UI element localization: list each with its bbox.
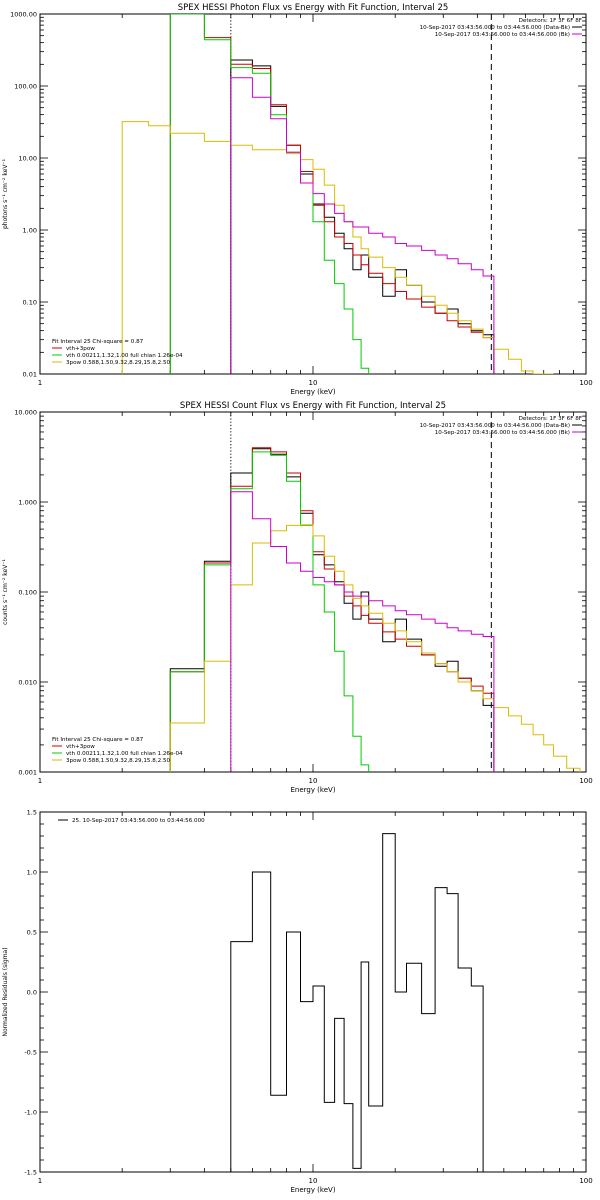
legend-label: 25. 10-Sep-2017 03:43:56.000 to 03:44:56… xyxy=(72,818,205,824)
x-tick-label: 100 xyxy=(579,379,592,387)
y-axis-label: counts s⁻¹ cm⁻² keV⁻¹ xyxy=(2,559,9,625)
legend-label: Detectors: 1F 3F 6F 8F xyxy=(519,18,582,24)
y-tick-label: 1.000 xyxy=(18,499,37,507)
series-line-4 xyxy=(230,491,495,772)
x-tick-label: 10 xyxy=(309,777,318,785)
y-tick-label: 1.5 xyxy=(27,809,37,817)
legend-label: Detectors: 1F 3F 6F 8F xyxy=(519,416,582,422)
legend-label: Fit Interval 25 Chi-square = 0.87 xyxy=(52,737,144,743)
x-axis-label: Energy (keV) xyxy=(290,388,335,396)
y-tick-label: 10.00 xyxy=(18,155,37,163)
legend-label: vth+3pow xyxy=(66,744,95,750)
series-line-0 xyxy=(169,448,495,772)
y-tick-label: 0.01 xyxy=(23,371,37,379)
y-tick-label: 0.100 xyxy=(18,589,37,597)
y-axis-label: Normalized Residuals (sigma) xyxy=(2,947,9,1036)
chart-title: SPEX HESSI Photon Flux vs Energy with Fi… xyxy=(178,3,449,13)
x-axis-label: Energy (keV) xyxy=(290,1186,335,1194)
x-tick-label: 1 xyxy=(38,1177,42,1185)
y-tick-label: 0.10 xyxy=(23,299,37,307)
series-line-2 xyxy=(169,451,370,772)
y-axis-label: photons s⁻¹ cm⁻² keV⁻¹ xyxy=(2,158,9,229)
y-tick-label: 1.00 xyxy=(23,227,37,235)
series-line-4 xyxy=(230,77,495,374)
x-tick-label: 10 xyxy=(309,379,318,387)
x-tick-label: 1 xyxy=(38,379,42,387)
y-tick-label: 0.0 xyxy=(27,989,37,997)
y-tick-label: 1000.00 xyxy=(10,11,37,19)
legend-label: vth 0.00211,1.32,1.00 full chian 1.26e-0… xyxy=(66,751,183,757)
y-tick-label: 10.000 xyxy=(14,409,37,417)
chart-panel-1: SPEX HESSI Photon Flux vs Energy with Fi… xyxy=(2,3,593,396)
series-line-1 xyxy=(169,14,495,374)
y-tick-label: -0.5 xyxy=(24,1049,37,1057)
y-tick-label: 100.00 xyxy=(14,83,37,91)
y-tick-label: 0.5 xyxy=(27,929,37,937)
y-tick-label: 0.001 xyxy=(18,769,37,777)
chart-title: SPEX HESSI Count Flux vs Energy with Fit… xyxy=(180,401,446,411)
series-line-0 xyxy=(230,833,484,1172)
chart-panel-2: SPEX HESSI Count Flux vs Energy with Fit… xyxy=(2,401,593,794)
legend-label: 10-Sep-2017 03:43:56.000 to 03:44:56.000… xyxy=(435,430,570,436)
series-group xyxy=(169,447,581,772)
legend-label: 3pow 0.588,1.50,9.32,8.29,15.8,2.50 xyxy=(66,360,171,366)
series-group xyxy=(230,833,484,1172)
chart-panel-3: Energy (keV) Normalized Residuals (sigma)… xyxy=(2,809,593,1195)
legend-label: 10-Sep-2017 03:43:56.000 to 03:44:56.000… xyxy=(435,32,570,38)
y-tick-label: 1.0 xyxy=(27,869,37,877)
legend-label: 10-Sep-2017 03:43:56.000 to 03:44:56.000… xyxy=(420,25,570,31)
plot-frame xyxy=(39,411,587,773)
y-tick-label: -1.0 xyxy=(24,1109,37,1117)
x-tick-label: 10 xyxy=(309,1177,318,1185)
x-tick-label: 1 xyxy=(38,777,42,785)
legend-label: Fit Interval 25 Chi-square = 0.87 xyxy=(52,339,144,345)
x-tick-label: 100 xyxy=(579,1177,592,1185)
legend-label: vth 0.00211,1.32,1.00 full chian 1.26e-0… xyxy=(66,353,183,359)
y-tick-label: 0.010 xyxy=(18,679,37,687)
legend-label: vth+3pow xyxy=(66,346,95,352)
x-axis-label: Energy (keV) xyxy=(290,786,335,794)
y-tick-label: -1.5 xyxy=(24,1169,37,1177)
legend-label: 10-Sep-2017 03:43:56.000 to 03:44:56.000… xyxy=(420,423,570,429)
series-group xyxy=(121,14,554,374)
legend-label: 3pow 0.588,1.50,9.32,8.29,15.8,2.50 xyxy=(66,758,171,764)
series-line-3 xyxy=(169,524,581,772)
series-line-3 xyxy=(121,121,554,374)
series-line-1 xyxy=(169,447,495,772)
x-tick-label: 100 xyxy=(579,777,592,785)
